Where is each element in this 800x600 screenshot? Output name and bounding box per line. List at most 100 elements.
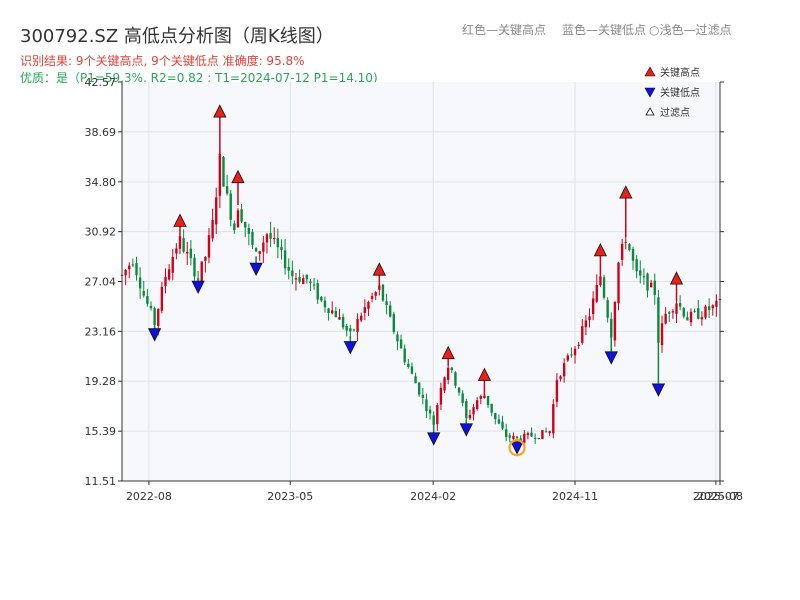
candle-body — [399, 339, 403, 349]
candle-body — [189, 248, 193, 259]
candle-body — [562, 363, 566, 377]
candle-body — [693, 310, 696, 312]
candle-body — [465, 401, 468, 419]
candle-body — [454, 372, 457, 386]
candle-body — [298, 276, 301, 282]
candle-body — [360, 315, 363, 321]
candle-body — [617, 262, 620, 304]
legend-label: 关键高点 — [660, 66, 700, 79]
candle-body — [341, 316, 345, 328]
candle-body — [588, 316, 591, 321]
candle-body — [421, 394, 425, 398]
candle-body — [450, 367, 454, 371]
candle-body — [207, 235, 211, 258]
y-tick-label: 38.69 — [85, 126, 117, 139]
x-tick-label: 2023-05 — [267, 490, 313, 503]
candle-body — [446, 367, 450, 380]
candle-body — [356, 318, 359, 332]
key-high-marker — [372, 262, 386, 276]
candle-body — [182, 238, 185, 252]
key-high-marker — [477, 367, 492, 381]
candle-body — [555, 380, 559, 402]
candle-body — [407, 363, 410, 367]
candle-body — [599, 276, 602, 286]
candle-body — [171, 257, 174, 273]
legend-label: 过滤点 — [660, 106, 690, 119]
candle-body — [349, 328, 352, 332]
candle-body — [443, 377, 446, 391]
candle-body — [367, 302, 370, 309]
legend-high-icon — [644, 66, 656, 77]
candle-body — [628, 243, 631, 251]
candle-body — [414, 376, 417, 384]
candle-body — [548, 431, 551, 433]
candle-body — [167, 269, 171, 280]
y-tick-label: 15.39 — [85, 425, 117, 438]
candle-body — [682, 308, 685, 317]
candle-body — [178, 236, 182, 249]
candle-body — [486, 395, 490, 405]
candle-body — [338, 317, 341, 320]
candle-body — [276, 238, 280, 248]
key-high-marker — [619, 185, 633, 199]
legend-low-icon — [644, 87, 656, 98]
candle-body — [309, 281, 312, 284]
candle-body — [327, 308, 330, 314]
candle-body — [135, 263, 138, 276]
candle-body — [370, 296, 374, 299]
candle-body — [312, 284, 316, 286]
hint-key-high: 红色—关键高点 — [462, 23, 547, 37]
candle-body — [138, 277, 142, 289]
candle-body — [334, 310, 338, 318]
candle-body — [436, 405, 439, 425]
key-low-marker — [651, 383, 666, 397]
candle-body — [211, 220, 214, 239]
legend-filtered-icon — [645, 107, 655, 116]
x-tick-label: 2025-07 — [693, 490, 739, 503]
candle-body — [316, 283, 319, 300]
candle-body — [494, 412, 497, 420]
candle-body — [570, 354, 573, 356]
candle-body — [233, 223, 236, 231]
candle-body — [294, 278, 298, 280]
candle-body — [428, 409, 432, 414]
candle-body — [483, 395, 486, 399]
y-tick-label: 42.57 — [85, 76, 117, 89]
candle-body — [432, 415, 435, 425]
candle-body — [515, 436, 519, 438]
key-low-marker — [604, 351, 618, 365]
candle-body — [526, 433, 530, 435]
candle-body — [475, 400, 479, 410]
candle-body — [704, 306, 707, 318]
candle-body — [479, 396, 482, 399]
candle-body — [639, 270, 642, 276]
candle-body — [686, 317, 689, 321]
candle-body — [559, 376, 562, 379]
candle-body — [215, 197, 218, 225]
candle-body — [164, 276, 167, 287]
key-low-marker — [510, 441, 524, 455]
candle-body — [142, 290, 145, 296]
candle-body — [606, 300, 609, 318]
candle-body — [610, 318, 613, 338]
y-tick-label: 34.80 — [85, 176, 117, 189]
quality-summary: 优质：是（P1=59.3%, R2=0.82 ; T1=2024-07-12 P… — [20, 71, 378, 85]
key-low-marker — [343, 341, 357, 355]
candle-body — [392, 314, 396, 332]
candle-body — [461, 393, 464, 403]
candle-body — [218, 153, 222, 196]
candle-body — [124, 269, 127, 276]
key-low-marker — [249, 262, 263, 277]
candle-body — [244, 221, 247, 228]
candle-body — [657, 297, 660, 343]
candle-body — [345, 325, 348, 331]
candle-body — [146, 296, 149, 304]
candle-body — [653, 280, 656, 295]
candle-body — [204, 257, 207, 261]
key-high-marker — [173, 213, 187, 227]
key-low-marker — [459, 423, 473, 437]
key-high-marker — [213, 104, 227, 118]
candle-body — [689, 311, 693, 323]
